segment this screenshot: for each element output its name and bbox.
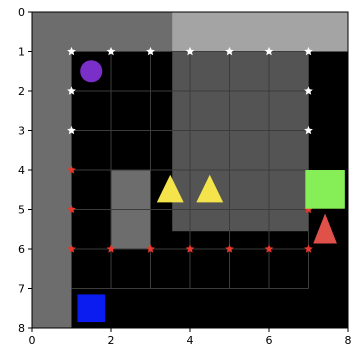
goal-square: [77, 294, 106, 323]
floor-cell: [229, 51, 269, 91]
white-star-marker: [304, 46, 313, 56]
floor-cell: [308, 249, 348, 289]
red-star-marker: [67, 204, 76, 214]
x-tick-label: 8: [345, 334, 352, 347]
floor-cell: [190, 288, 230, 328]
yellow-triangle: [156, 174, 184, 203]
yellow-triangle: [196, 174, 224, 203]
floor-cell: [71, 209, 111, 249]
floor-cell: [229, 170, 269, 210]
floor-cell: [71, 170, 111, 210]
floor-cell: [269, 170, 309, 210]
floor-cell: [150, 249, 190, 289]
floor-cell: [190, 91, 230, 131]
white-star-marker: [225, 46, 234, 56]
floor-cell: [71, 130, 111, 170]
floor-cell: [229, 209, 269, 249]
floor-cell: [229, 288, 269, 328]
white-star-marker: [106, 46, 116, 56]
y-tick-label: 1: [18, 46, 25, 59]
white-star-marker: [67, 46, 76, 56]
floor-cell: [111, 91, 151, 131]
floor-cell: [308, 51, 348, 91]
floor-cell: [308, 288, 348, 328]
y-tick-label: 3: [18, 125, 25, 138]
floor-cell: [150, 130, 190, 170]
floor-cell: [269, 288, 309, 328]
floor-cell: [111, 249, 151, 289]
red-star-marker: [304, 244, 313, 253]
y-tick-label: 0: [18, 6, 25, 19]
floor-cell: [111, 51, 151, 91]
white-star-marker: [304, 125, 313, 135]
floor-cell: [190, 130, 230, 170]
red-star-marker: [106, 244, 116, 253]
floor-cell: [150, 51, 190, 91]
floor-cell: [269, 91, 309, 131]
floor-cell: [269, 209, 309, 249]
floor-cell: [190, 209, 230, 249]
white-star-marker: [185, 46, 195, 56]
floor-cell: [229, 130, 269, 170]
floor-cell: [190, 249, 230, 289]
white-star-marker: [304, 86, 313, 95]
red-triangle: [313, 213, 337, 244]
floor-cell: [229, 249, 269, 289]
white-star-marker: [264, 46, 274, 56]
y-tick-label: 8: [18, 322, 25, 335]
floor-cell: [269, 130, 309, 170]
x-tick-label: 4: [187, 334, 194, 347]
red-star-marker: [67, 244, 76, 253]
floor-cell: [308, 91, 348, 131]
red-star-marker: [185, 244, 195, 253]
floor-cell: [308, 130, 348, 170]
floor-cell: [150, 288, 190, 328]
white-star-marker: [146, 46, 155, 56]
board-objects: [67, 46, 345, 323]
floor-cell: [150, 209, 190, 249]
y-tick-label: 5: [18, 204, 25, 217]
lit-overlay: [172, 51, 309, 232]
white-star-marker: [67, 125, 76, 135]
green-square-block: [305, 170, 345, 209]
y-tick-label: 6: [18, 243, 25, 256]
x-tick-label: 0: [29, 334, 36, 347]
y-tick-label: 7: [18, 283, 25, 296]
floor-cell: [71, 249, 111, 289]
floor-cell: [269, 249, 309, 289]
red-star-marker: [146, 244, 155, 253]
floor-cell: [269, 51, 309, 91]
red-star-marker: [304, 204, 313, 214]
x-tick-label: 2: [108, 334, 115, 347]
y-tick-label: 4: [18, 164, 25, 177]
floor-cell: [71, 91, 111, 131]
floor-cell: [229, 91, 269, 131]
board-cells: [32, 12, 349, 329]
white-star-marker: [67, 86, 76, 95]
agent-circle: [80, 60, 103, 83]
floor-cell: [111, 130, 151, 170]
y-tick-label: 2: [18, 85, 25, 98]
floor-cell: [111, 288, 151, 328]
red-star-marker: [264, 244, 274, 253]
red-star-marker: [225, 244, 234, 253]
floor-cell: [190, 51, 230, 91]
red-star-marker: [67, 165, 76, 174]
floor-cell: [150, 91, 190, 131]
x-tick-label: 6: [266, 334, 273, 347]
